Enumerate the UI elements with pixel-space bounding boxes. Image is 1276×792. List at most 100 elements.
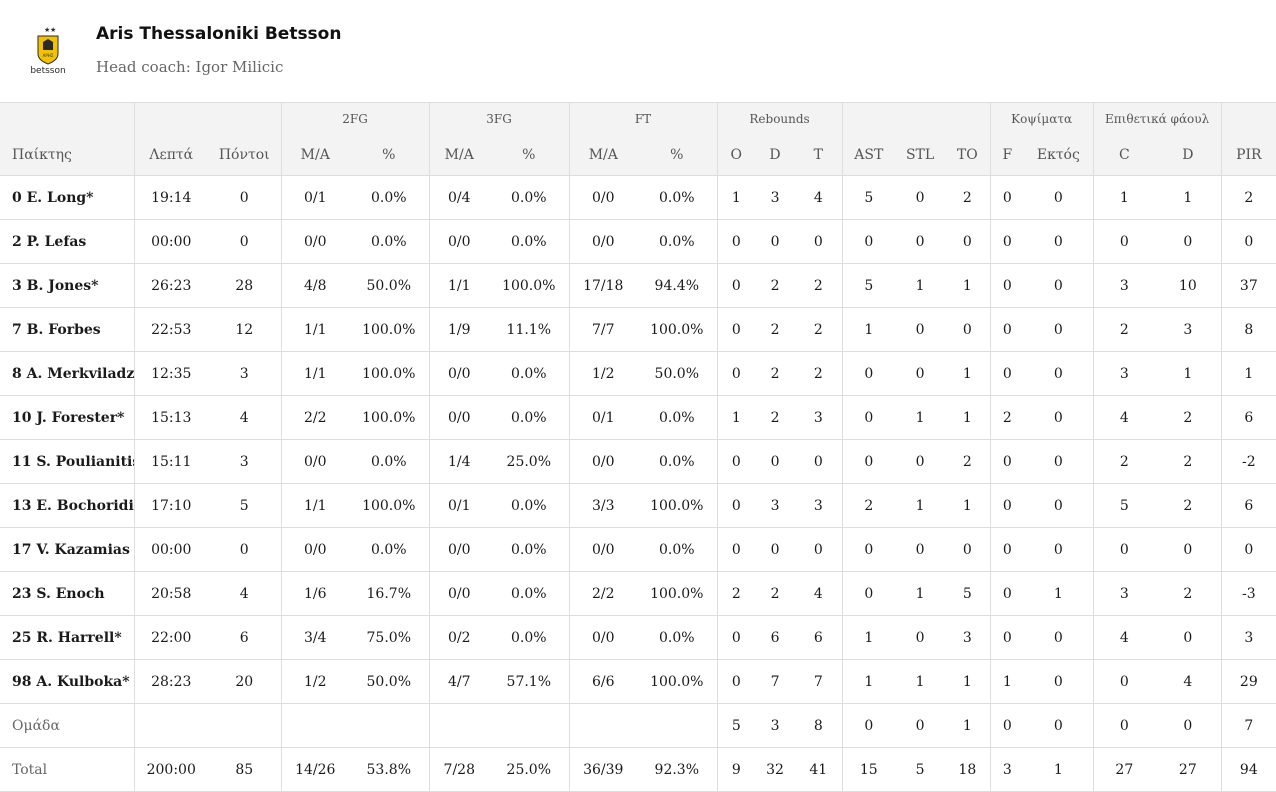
stat-fg2-ma: 14/26 (280, 747, 349, 792)
col-stl[interactable]: STL (895, 134, 946, 176)
stat-reb-d: 0 (755, 527, 796, 572)
stat-min: 200:00 (133, 747, 208, 792)
stat-stl: 0 (895, 307, 946, 352)
player-name[interactable]: Total (0, 747, 134, 792)
col-reb-d[interactable]: D (755, 134, 796, 176)
col-points[interactable]: Πόντοι (208, 134, 281, 176)
player-name[interactable]: Ομάδα (0, 703, 134, 748)
stat-ast: 1 (841, 615, 896, 660)
stat-ft-pct: 100.0% (637, 659, 718, 704)
stat-reb-t: 41 (795, 747, 843, 792)
player-name[interactable]: 98 A. Kulboka* (0, 659, 134, 704)
stat-pir: 2 (1220, 175, 1276, 220)
player-name[interactable]: 0 E. Long* (0, 175, 134, 220)
stat-pir: 0 (1220, 219, 1276, 264)
stat-foul-d: 2 (1155, 483, 1222, 528)
stat-fg3-pct: 11.1% (489, 307, 570, 352)
stat-ast: 5 (841, 175, 896, 220)
col-blk-out[interactable]: Εκτός (1024, 134, 1094, 176)
player-row: 23 S. Enoch 20:58 4 1/6 16.7% 0/0 0.0% 2/2 100.0… (0, 571, 1276, 616)
stat-reb-t: 8 (795, 703, 843, 748)
stat-fg2-ma: 2/2 (280, 395, 349, 440)
stat-reb-d: 3 (755, 175, 796, 220)
col-pir[interactable]: PIR (1220, 134, 1276, 176)
team-name: Aris Thessaloniki Betsson (96, 24, 342, 44)
stat-ft-ma: 0/0 (568, 175, 638, 220)
stat-fg2-ma: 0/0 (280, 527, 349, 572)
stat-foul-c: 4 (1092, 395, 1156, 440)
stat-pir: 6 (1220, 395, 1276, 440)
player-row: 11 S. Poulianitis 15:11 3 0/0 0.0% 1/4 25.0% 0/… (0, 439, 1276, 484)
stat-pir: 7 (1220, 703, 1276, 748)
col-minutes[interactable]: Λεπτά (133, 134, 208, 176)
player-name[interactable]: 3 B. Jones* (0, 263, 134, 308)
stat-to: 5 (945, 571, 991, 616)
stat-reb-o: 2 (716, 571, 756, 616)
stat-reb-t: 2 (795, 351, 843, 396)
stat-reb-t: 3 (795, 483, 843, 528)
player-name[interactable]: 10 J. Forester* (0, 395, 134, 440)
player-name[interactable]: 2 P. Lefas (0, 219, 134, 264)
stat-reb-d: 0 (755, 219, 796, 264)
stat-to: 0 (945, 307, 991, 352)
svg-text:★: ★ (44, 26, 50, 34)
stat-ft-ma: 1/2 (568, 351, 638, 396)
col-3fg-ma[interactable]: M/A (428, 134, 490, 176)
col-2fg-ma[interactable]: M/A (280, 134, 349, 176)
stat-reb-t: 0 (795, 439, 843, 484)
col-ft-ma[interactable]: M/A (568, 134, 638, 176)
stat-ast: 0 (841, 527, 896, 572)
stat-pir: 6 (1220, 483, 1276, 528)
stat-stl: 0 (895, 175, 946, 220)
stat-reb-d: 2 (755, 571, 796, 616)
stat-reb-d: 3 (755, 703, 796, 748)
stat-to: 2 (945, 175, 991, 220)
player-row: 17 V. Kazamias 00:00 0 0/0 0.0% 0/0 0.0% 0/0 0.0… (0, 527, 1276, 572)
col-reb-o[interactable]: O (716, 134, 756, 176)
stat-blk-out: 0 (1024, 615, 1094, 660)
col-3fg-pct[interactable]: % (489, 134, 570, 176)
stat-fg3-ma (428, 703, 490, 748)
stat-blk-f: 0 (989, 439, 1025, 484)
stat-to: 1 (945, 659, 991, 704)
stat-blk-out: 0 (1024, 395, 1094, 440)
player-name[interactable]: 7 B. Forbes (0, 307, 134, 352)
stat-min: 22:00 (133, 615, 208, 660)
stat-foul-d: 0 (1155, 703, 1222, 748)
col-foul-c[interactable]: C (1092, 134, 1156, 176)
col-ft-pct[interactable]: % (637, 134, 718, 176)
stat-pir: 0 (1220, 527, 1276, 572)
col-to[interactable]: TO (945, 134, 991, 176)
stat-pir: -3 (1220, 571, 1276, 616)
player-row: 10 J. Forester* 15:13 4 2/2 100.0% 0/0 0.0% 0/1… (0, 395, 1276, 440)
player-name[interactable]: 17 V. Kazamias (0, 527, 134, 572)
stat-ft-pct: 94.4% (637, 263, 718, 308)
player-name[interactable]: 11 S. Poulianitis (0, 439, 134, 484)
col-ast[interactable]: AST (841, 134, 896, 176)
stat-fg3-ma: 0/0 (428, 571, 490, 616)
col-blk-f[interactable]: F (989, 134, 1025, 176)
col-player[interactable]: Παίκτης (0, 134, 134, 176)
stat-to: 0 (945, 219, 991, 264)
player-name[interactable]: 13 E. Bochoridis (0, 483, 134, 528)
stat-fg2-pct (349, 703, 430, 748)
stat-fg2-pct: 0.0% (349, 219, 430, 264)
player-name[interactable]: 25 R. Harrell* (0, 615, 134, 660)
stat-fg3-ma: 7/28 (428, 747, 490, 792)
player-name[interactable]: 8 A. Merkviladze (0, 351, 134, 396)
stat-min: 12:35 (133, 351, 208, 396)
stat-pts: 28 (208, 263, 281, 308)
stat-foul-d: 10 (1155, 263, 1222, 308)
stat-reb-o: 0 (716, 439, 756, 484)
stat-blk-f: 0 (989, 703, 1025, 748)
stat-pts: 4 (208, 395, 281, 440)
col-reb-t[interactable]: T (795, 134, 843, 176)
stat-reb-d: 2 (755, 263, 796, 308)
col-foul-d[interactable]: D (1155, 134, 1222, 176)
col-2fg-pct[interactable]: % (349, 134, 430, 176)
stat-to: 1 (945, 351, 991, 396)
player-name[interactable]: 23 S. Enoch (0, 571, 134, 616)
stat-ast: 0 (841, 703, 896, 748)
stat-ast: 0 (841, 219, 896, 264)
stat-foul-c: 3 (1092, 571, 1156, 616)
